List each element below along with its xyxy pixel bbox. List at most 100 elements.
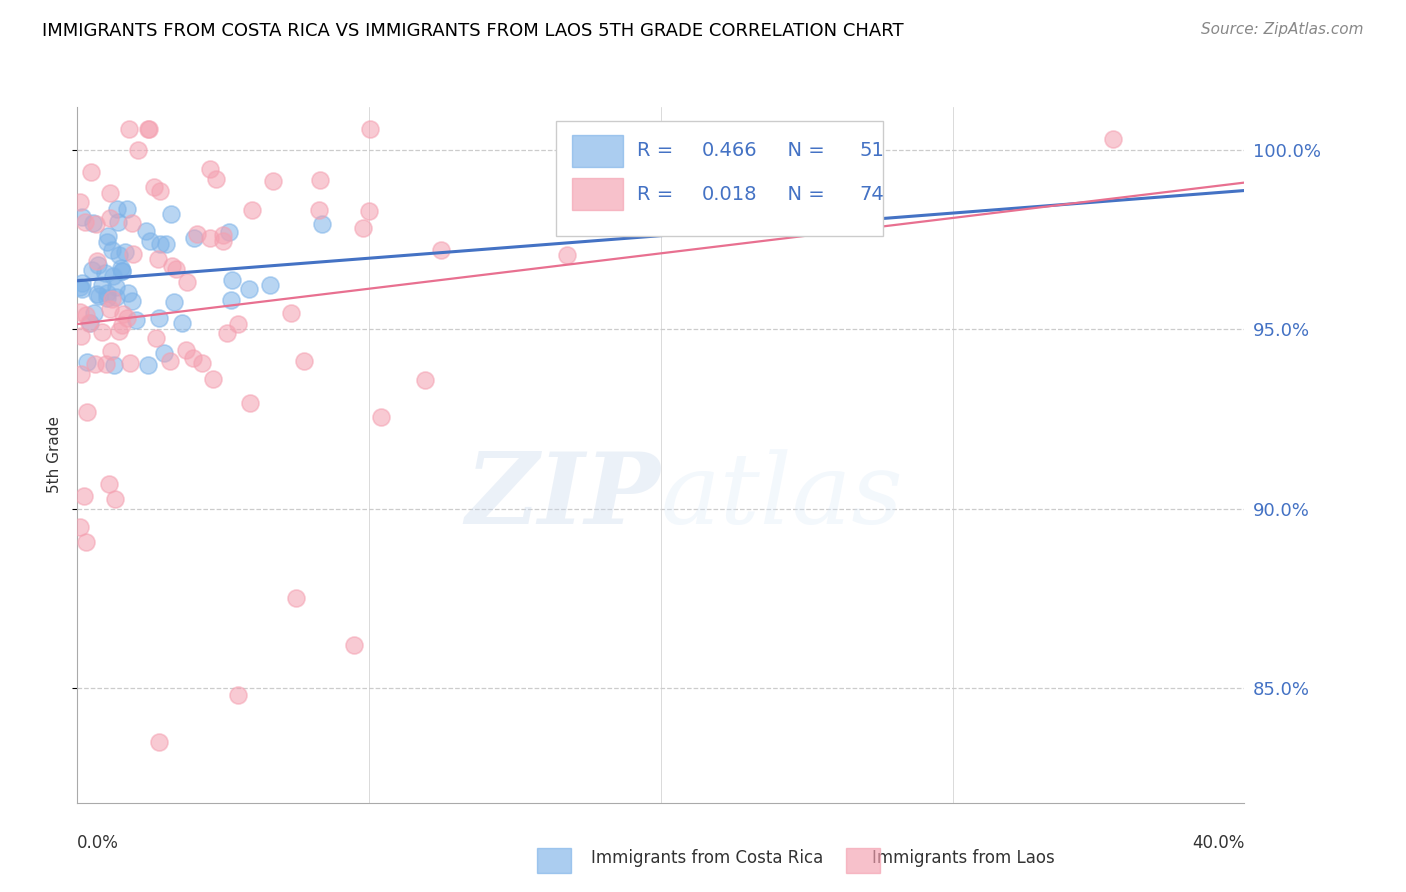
Point xyxy=(148,311,170,326)
Point xyxy=(105,202,128,216)
FancyBboxPatch shape xyxy=(572,135,623,167)
Point xyxy=(181,351,204,365)
Point xyxy=(370,409,392,424)
Y-axis label: 5th Grade: 5th Grade xyxy=(46,417,62,493)
Point xyxy=(79,164,101,178)
Point xyxy=(96,291,118,305)
Point xyxy=(125,313,148,327)
Point xyxy=(148,735,170,749)
Point xyxy=(142,180,165,194)
Text: R =: R = xyxy=(637,141,681,161)
Text: Source: ZipAtlas.com: Source: ZipAtlas.com xyxy=(1201,22,1364,37)
Point xyxy=(115,311,138,326)
Point xyxy=(82,216,104,230)
Point xyxy=(104,491,127,506)
Point xyxy=(97,228,120,243)
Point xyxy=(429,243,451,257)
Point xyxy=(96,235,118,250)
Point xyxy=(191,356,214,370)
Point xyxy=(110,260,132,275)
Point xyxy=(352,220,374,235)
Point xyxy=(201,372,224,386)
Text: Immigrants from Costa Rica: Immigrants from Costa Rica xyxy=(591,849,823,867)
Text: 40.0%: 40.0% xyxy=(1192,834,1244,852)
Point xyxy=(75,215,97,229)
Point xyxy=(69,280,91,294)
Point xyxy=(357,203,380,218)
Point xyxy=(72,210,94,224)
Point xyxy=(160,207,183,221)
Point xyxy=(238,282,260,296)
Point xyxy=(80,263,103,277)
Point xyxy=(211,234,233,248)
Point xyxy=(308,202,330,217)
Point xyxy=(135,224,157,238)
Point xyxy=(83,306,105,320)
Point xyxy=(239,396,262,410)
Point xyxy=(555,248,578,262)
Point xyxy=(240,202,263,217)
Point xyxy=(163,295,186,310)
Point xyxy=(101,269,124,284)
Point xyxy=(96,286,118,301)
Point xyxy=(79,316,101,330)
Text: 74: 74 xyxy=(859,185,884,203)
Point xyxy=(84,217,107,231)
Point xyxy=(108,248,131,262)
Point xyxy=(86,254,108,268)
Point xyxy=(103,358,125,372)
Point xyxy=(145,331,167,345)
Point xyxy=(146,252,169,266)
Point xyxy=(149,185,172,199)
Point xyxy=(413,373,436,387)
Point xyxy=(112,307,135,321)
Text: atlas: atlas xyxy=(661,449,904,544)
Point xyxy=(127,143,149,157)
Text: 0.0%: 0.0% xyxy=(77,834,120,852)
Point xyxy=(122,247,145,261)
Point xyxy=(111,263,134,277)
Point xyxy=(94,266,117,280)
Point xyxy=(219,293,242,307)
Point xyxy=(117,286,139,301)
Point xyxy=(100,343,122,358)
Point xyxy=(121,216,143,230)
Point xyxy=(100,186,122,200)
Text: 51: 51 xyxy=(859,141,884,161)
Point xyxy=(1102,132,1125,146)
Point xyxy=(292,354,315,368)
Point xyxy=(87,259,110,273)
Point xyxy=(218,226,240,240)
Point xyxy=(136,358,159,372)
Point xyxy=(105,290,128,304)
Point xyxy=(98,211,121,225)
Point xyxy=(70,276,93,290)
Point xyxy=(111,318,134,333)
Text: 0.018: 0.018 xyxy=(702,185,758,203)
Point xyxy=(170,316,193,330)
Point xyxy=(215,326,238,341)
Point xyxy=(183,231,205,245)
Point xyxy=(200,231,222,245)
Text: N =: N = xyxy=(775,185,831,203)
Point xyxy=(121,293,143,308)
Point xyxy=(107,324,129,338)
Point xyxy=(94,357,117,371)
Point xyxy=(155,237,177,252)
Point xyxy=(174,343,197,357)
Point xyxy=(69,519,91,533)
Point xyxy=(280,306,302,320)
FancyBboxPatch shape xyxy=(555,121,883,235)
Point xyxy=(136,121,159,136)
Point xyxy=(76,404,98,418)
Point xyxy=(262,174,284,188)
Point xyxy=(70,367,93,381)
Point xyxy=(75,309,97,323)
Point xyxy=(359,121,381,136)
Point xyxy=(69,195,91,210)
Point xyxy=(200,161,222,176)
Point xyxy=(104,280,127,294)
Point xyxy=(115,202,138,216)
Point xyxy=(259,278,281,293)
Point xyxy=(98,477,121,491)
